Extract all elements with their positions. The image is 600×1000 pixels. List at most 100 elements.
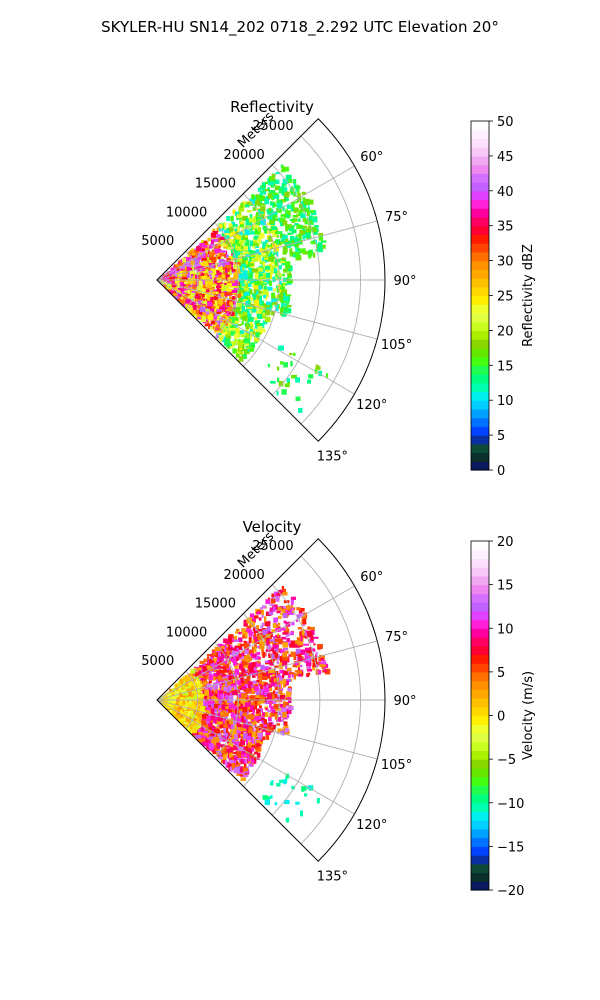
echo-cell <box>241 752 244 758</box>
echo-cell <box>267 244 272 248</box>
echo-cell <box>307 672 311 676</box>
echo-cell <box>231 221 236 225</box>
echo-cell <box>228 675 234 682</box>
echo-cell <box>239 266 243 272</box>
echo-cell <box>276 234 279 238</box>
echo-cell <box>311 226 317 233</box>
echo-cell <box>255 657 258 661</box>
echo-cell <box>251 258 258 262</box>
echo-cell <box>298 408 303 413</box>
echo-cell <box>227 680 231 686</box>
colorbar-tick-label: 0 <box>497 464 505 479</box>
echo-cell <box>270 381 276 384</box>
echo-cell <box>253 615 259 619</box>
echo-cell <box>242 270 247 275</box>
echo-cell <box>218 266 222 272</box>
echo-cell <box>217 675 223 681</box>
echo-cell <box>262 279 268 283</box>
echo-cell <box>252 245 256 249</box>
echo-cell <box>264 256 269 260</box>
echo-cell <box>247 260 251 264</box>
echo-cell <box>308 222 314 225</box>
echo-cell <box>169 271 176 275</box>
echo-cell <box>272 724 276 730</box>
echo-cell <box>275 307 279 312</box>
echo-cell <box>247 288 252 294</box>
echo-cell <box>245 239 250 246</box>
echo-cell <box>186 262 192 267</box>
echo-cell <box>241 258 246 265</box>
echo-cell <box>241 668 246 674</box>
echo-cell <box>214 272 219 275</box>
echo-cell <box>247 223 252 228</box>
colorbar-swatch <box>471 138 489 148</box>
echo-cell <box>256 708 260 714</box>
echo-cell <box>260 625 264 628</box>
echo-cell <box>277 711 282 716</box>
echo-cell <box>255 645 261 649</box>
echo-cell <box>198 274 201 281</box>
echo-cell <box>275 691 278 694</box>
echo-cell <box>216 285 222 288</box>
echo-cell <box>205 672 209 675</box>
echo-cell <box>241 760 245 763</box>
echo-cell <box>255 320 261 324</box>
echo-cell <box>264 316 271 323</box>
echo-cell <box>248 268 254 274</box>
echo-cell <box>226 228 230 231</box>
echo-cell <box>263 294 267 299</box>
echo-cell <box>234 262 241 266</box>
colorbar-label: Reflectivity dBZ <box>521 244 536 347</box>
echo-cell <box>306 228 311 232</box>
echo-cell <box>175 687 179 691</box>
chart-panel-reflectivity: Reflectivity50001000015000200002500060°7… <box>141 98 536 479</box>
echo-cell <box>224 338 231 344</box>
echo-cell <box>252 241 257 244</box>
echo-cell <box>229 766 233 772</box>
echo-cell <box>238 356 244 362</box>
echo-cell <box>226 687 230 693</box>
echo-cell <box>212 231 219 234</box>
echo-cell <box>249 250 256 256</box>
echo-cell <box>283 362 288 368</box>
echo-cell <box>251 618 256 623</box>
echo-cell <box>245 262 248 269</box>
echo-cell <box>196 279 199 284</box>
echo-cell <box>196 246 202 252</box>
echo-cell <box>217 320 223 325</box>
echo-cell <box>233 701 237 705</box>
echo-cell <box>286 667 292 672</box>
echo-cell <box>205 313 209 320</box>
echo-cell <box>229 670 234 674</box>
echo-cell <box>247 756 250 762</box>
echo-cell <box>254 301 259 307</box>
echo-cell <box>235 244 239 248</box>
echo-cell <box>284 242 290 245</box>
echo-cell <box>252 207 256 211</box>
echo-cell <box>220 755 227 761</box>
echo-cell <box>242 707 248 713</box>
echo-cell <box>289 643 296 648</box>
echo-cell <box>202 288 208 292</box>
echo-cell <box>217 264 222 267</box>
echo-cell <box>281 169 286 173</box>
echo-cell <box>221 646 225 649</box>
echo-cell <box>255 336 258 341</box>
echo-cell <box>215 661 220 666</box>
echo-cell <box>265 239 269 243</box>
echo-cell <box>235 292 242 298</box>
echo-cell <box>215 274 221 278</box>
echo-cell <box>227 263 232 269</box>
echo-cell <box>301 671 304 676</box>
echo-cell <box>279 310 284 316</box>
echo-cell <box>190 268 195 271</box>
echo-cell <box>265 310 271 316</box>
echo-cell <box>233 754 236 759</box>
echo-cell <box>231 307 235 314</box>
echo-cell <box>302 217 307 222</box>
echo-cell <box>249 256 253 262</box>
echo-cell <box>219 240 223 245</box>
echo-cell <box>240 311 244 314</box>
colorbar-tick-label: 45 <box>497 150 514 165</box>
echo-cell <box>211 649 217 653</box>
